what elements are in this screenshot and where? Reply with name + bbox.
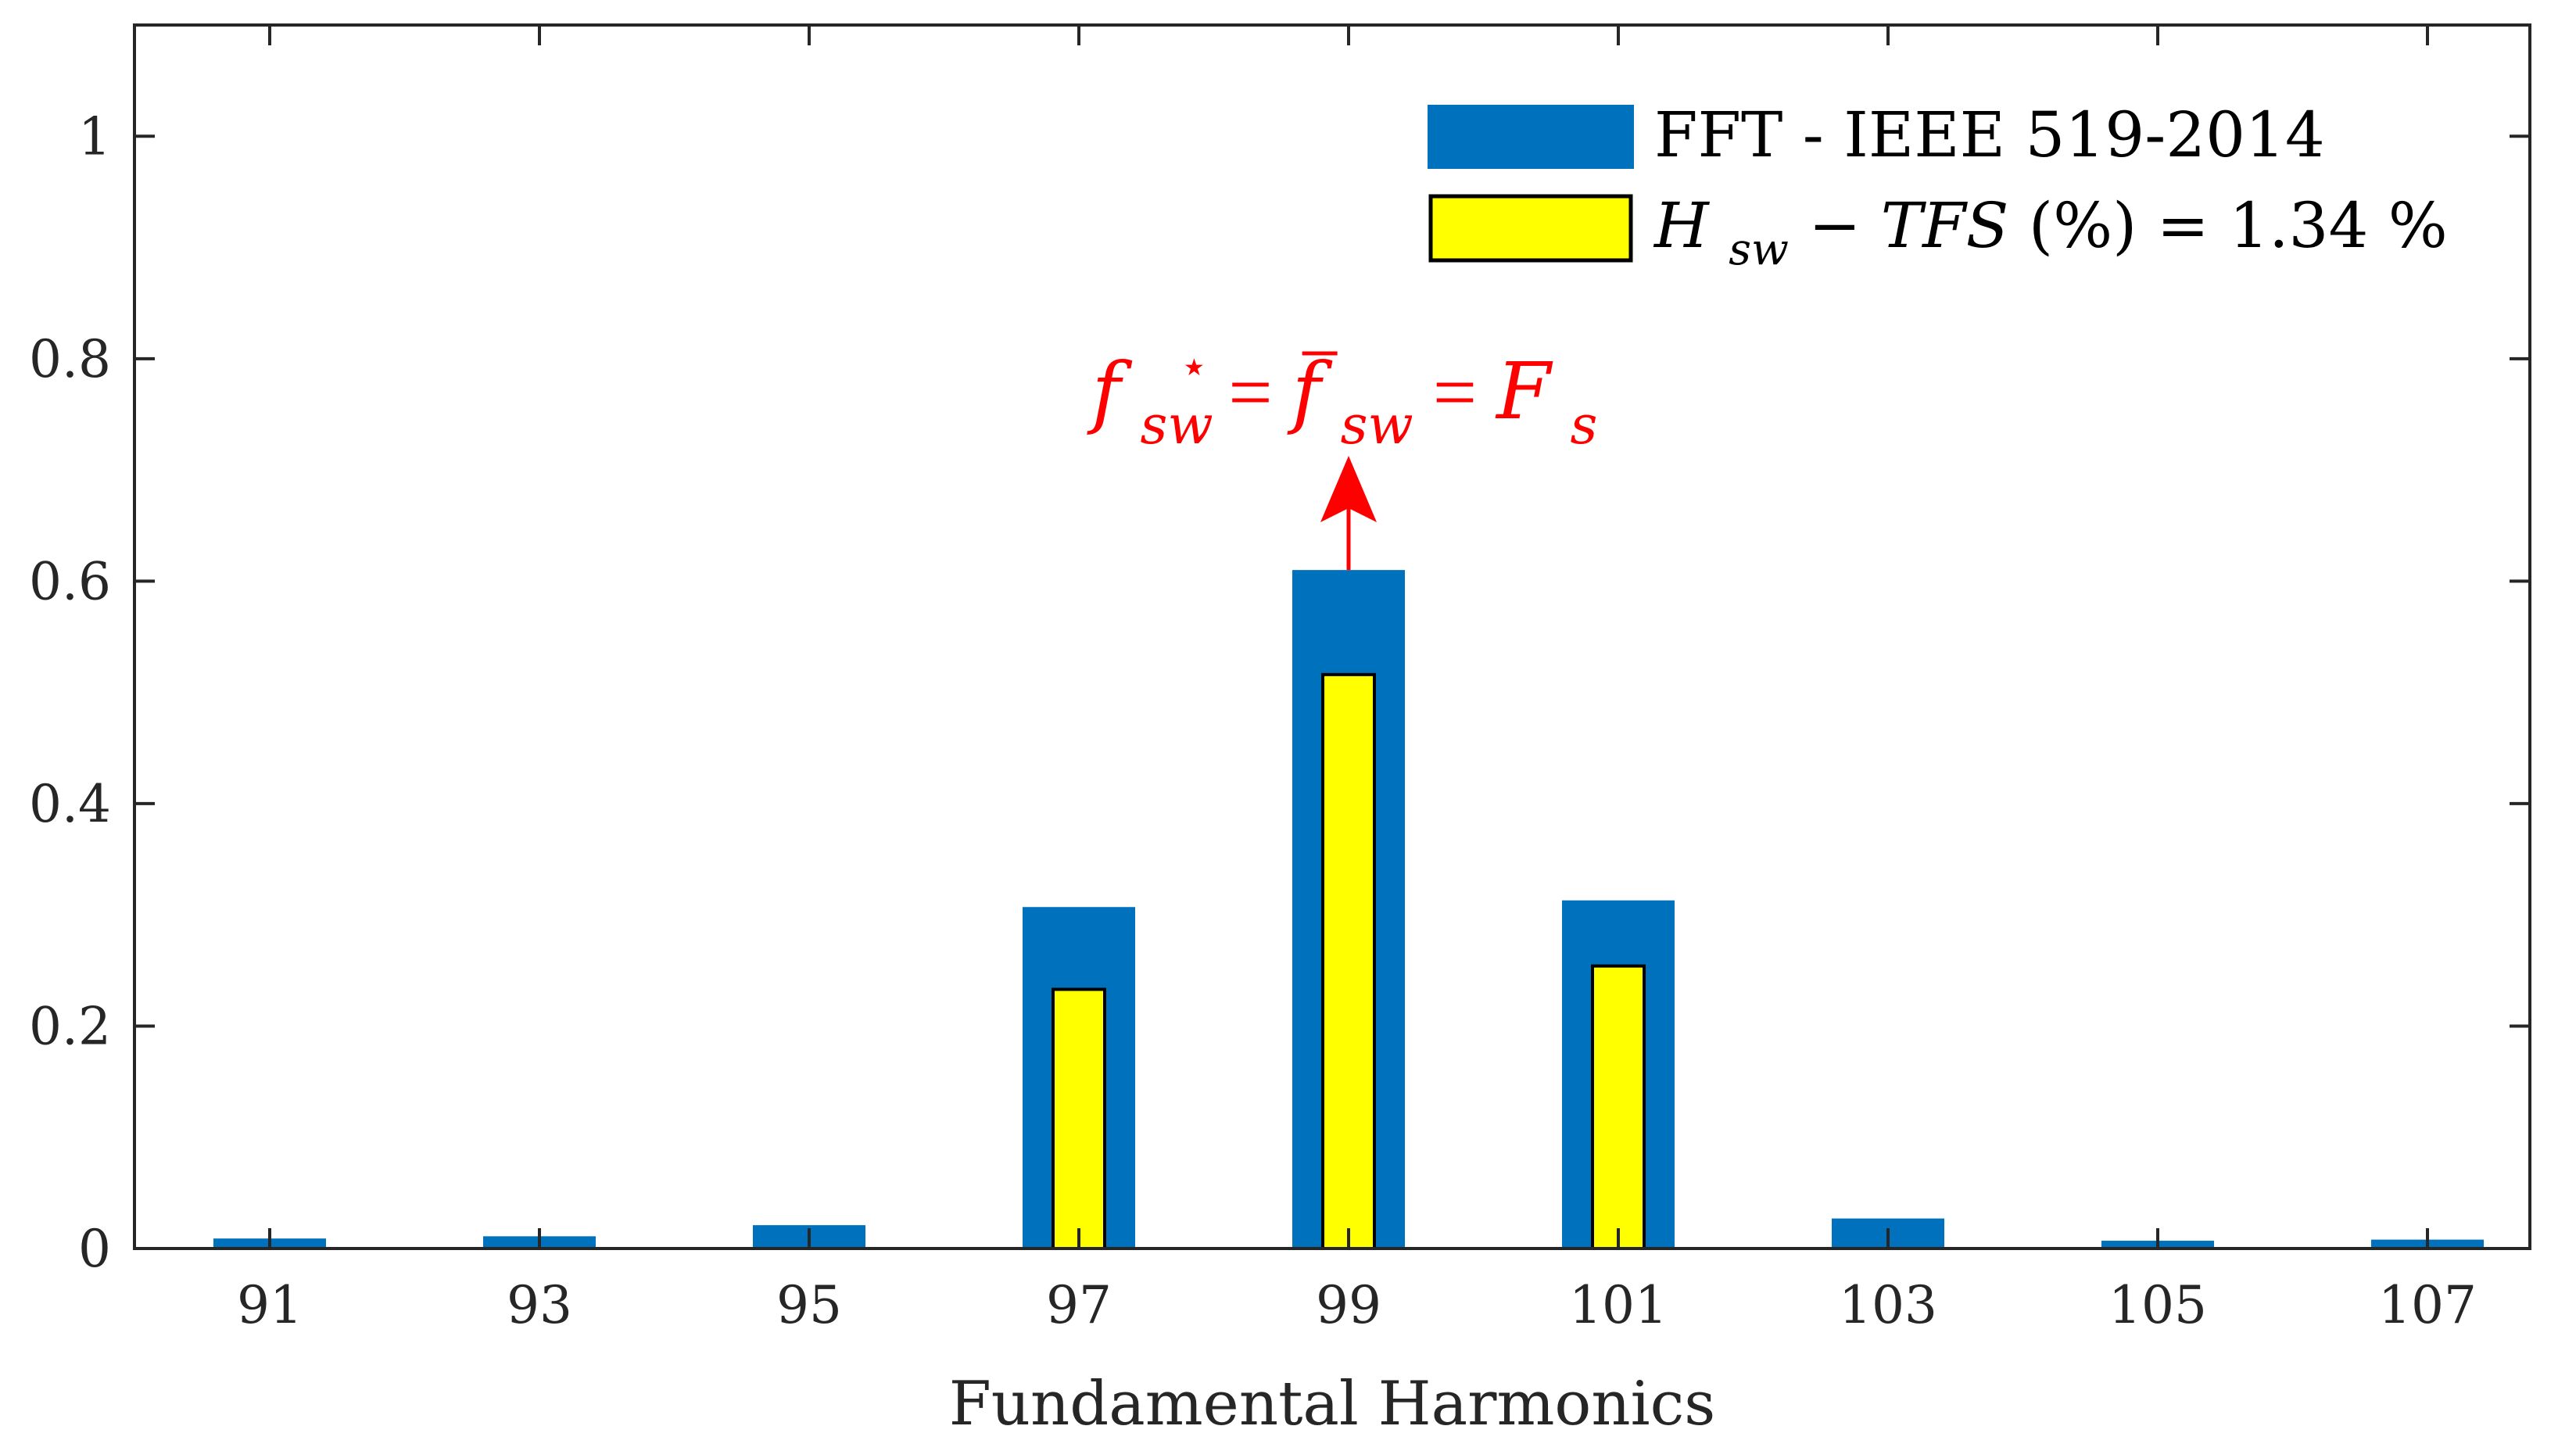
y-tick-label: 1	[78, 106, 111, 167]
anno-eq2: =	[1433, 349, 1496, 435]
x-tick-labels: 91 93 95 97 99 101 103 105 107	[237, 1275, 2477, 1335]
x-tick-label: 105	[2108, 1275, 2207, 1335]
annotation-arrow-head	[1320, 456, 1377, 522]
x-tick-label: 107	[2378, 1275, 2477, 1335]
y-tick-label: 0.6	[29, 551, 111, 611]
x-tick-label: 101	[1569, 1275, 1668, 1335]
x-tick-label: 91	[237, 1275, 303, 1335]
legend-label-fft: FFT - IEEE 519-2014	[1654, 99, 2325, 171]
x-tick-label: 93	[507, 1275, 572, 1335]
axes-box	[133, 23, 2531, 1250]
anno-f2: f	[1287, 346, 1333, 437]
y-tick-label: 0	[78, 1219, 111, 1279]
legend-minus: −	[1808, 189, 1880, 262]
x-tick-label: 103	[1839, 1275, 1937, 1335]
anno-sw2: sw	[1341, 395, 1413, 457]
legend: FFT - IEEE 519-2014 H sw − TFS (%) = 1.3…	[1428, 99, 2448, 279]
y-tick-label: 0.4	[29, 774, 111, 834]
tick-marks	[134, 25, 2530, 1250]
x-tick-label: 99	[1316, 1275, 1381, 1335]
anno-f1: f	[1087, 346, 1133, 437]
y-tick-label: 0.2	[29, 996, 111, 1056]
anno-star: ⋆	[1180, 341, 1209, 392]
legend-swatch-tfs	[1428, 194, 1633, 263]
legend-value: (%) = 1.34 %	[2029, 189, 2448, 262]
anno-s: s	[1571, 395, 1598, 457]
legend-label-tfs: H sw − TFS (%) = 1.34 %	[1653, 189, 2448, 279]
x-tick-label: 97	[1046, 1275, 1112, 1335]
legend-swatch-fft	[1428, 105, 1634, 169]
legend-H: H	[1653, 189, 1711, 262]
bar-tfs-99	[1321, 672, 1376, 1250]
x-axis-title: Fundamental Harmonics	[949, 1369, 1716, 1439]
anno-sw1: sw	[1141, 395, 1213, 457]
annotation-label: f sw ⋆ = f sw = F s	[1087, 313, 1598, 460]
peak-annotation: f sw ⋆ = f sw = F s	[1087, 313, 1598, 571]
legend-TFS: TFS	[1881, 189, 2009, 262]
legend-sw: sw	[1729, 224, 1789, 275]
bar-tfs-97	[1052, 987, 1106, 1250]
y-tick-label: 0.8	[29, 329, 111, 389]
bar-tfs-101	[1591, 964, 1646, 1251]
y-tick-labels: 0 0.2 0.4 0.6 0.8 1	[29, 106, 111, 1279]
anno-eq1: =	[1228, 349, 1292, 435]
anno-F: F	[1495, 346, 1553, 437]
x-tick-label: 95	[776, 1275, 842, 1335]
